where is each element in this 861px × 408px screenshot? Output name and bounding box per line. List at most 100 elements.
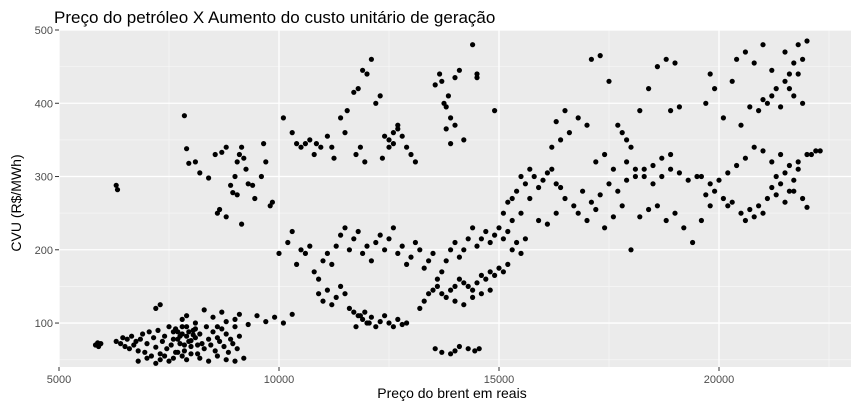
data-point [522, 181, 529, 187]
data-point [239, 144, 245, 150]
data-point [212, 151, 218, 158]
data-point [197, 331, 203, 337]
data-point [795, 71, 801, 77]
data-point [654, 64, 661, 70]
data-point [426, 258, 432, 264]
data-point [474, 71, 480, 77]
data-point [522, 236, 529, 242]
data-point [234, 192, 240, 198]
data-point [98, 341, 104, 347]
data-point [707, 203, 713, 209]
data-point [223, 214, 229, 220]
data-point [351, 309, 357, 315]
data-point [712, 188, 718, 194]
data-point [496, 225, 502, 231]
data-point [113, 182, 119, 188]
data-point [144, 355, 150, 361]
data-point [241, 355, 247, 361]
data-point [316, 276, 322, 282]
data-point [553, 210, 559, 216]
data-point [562, 195, 568, 202]
data-point [478, 236, 484, 242]
data-point [177, 333, 183, 339]
data-point [342, 291, 348, 297]
data-point [386, 236, 392, 242]
data-point [536, 184, 542, 191]
data-point [500, 236, 506, 242]
data-point [390, 324, 396, 330]
data-point [518, 210, 524, 216]
data-point [181, 348, 187, 354]
data-point [610, 214, 617, 220]
data-point [329, 261, 335, 267]
data-point [703, 192, 709, 198]
data-point [157, 302, 163, 308]
data-point [650, 181, 656, 187]
data-point [698, 217, 705, 224]
data-point [184, 324, 190, 330]
data-point [368, 258, 374, 264]
data-point [236, 151, 242, 158]
data-point [188, 338, 194, 344]
data-point [201, 346, 207, 352]
data-point [439, 78, 445, 84]
data-point [362, 159, 368, 165]
data-point [461, 280, 467, 286]
data-point [443, 126, 449, 132]
data-point [289, 311, 295, 317]
data-point [269, 199, 275, 205]
data-point [470, 294, 476, 300]
data-point [472, 348, 478, 354]
data-point [263, 159, 269, 165]
data-point [496, 265, 502, 271]
data-point [192, 326, 198, 332]
data-point [408, 254, 414, 260]
data-point [404, 144, 410, 150]
data-point [329, 302, 335, 308]
data-point [113, 338, 119, 344]
data-point [153, 360, 159, 366]
data-point [703, 100, 709, 106]
data-point [192, 320, 198, 326]
data-point [571, 203, 577, 209]
data-point [184, 333, 190, 339]
data-point [395, 122, 401, 128]
data-point [584, 122, 590, 128]
data-point [289, 130, 295, 136]
data-point [206, 175, 212, 181]
data-point [804, 151, 810, 158]
data-point [316, 291, 322, 297]
y-axis-ticks: 100 200 300 400 500 [35, 25, 59, 330]
data-point [368, 56, 374, 62]
data-point [129, 333, 135, 339]
data-point [386, 320, 392, 326]
data-point [421, 265, 427, 271]
data-point [549, 144, 555, 150]
data-point [186, 329, 192, 335]
data-point [602, 151, 608, 158]
data-point [298, 144, 304, 150]
data-point [386, 137, 392, 143]
data-point [399, 133, 405, 139]
data-point [791, 60, 797, 66]
data-point [624, 177, 630, 183]
data-point [619, 130, 625, 136]
data-point [782, 78, 788, 84]
data-point [558, 137, 564, 143]
data-point [536, 217, 542, 224]
data-point [676, 104, 683, 110]
data-point [637, 214, 643, 220]
data-point [157, 351, 163, 357]
x-axis-ticks: 5000 10000 15000 20000 [47, 367, 734, 386]
data-point [162, 333, 168, 339]
data-point [135, 348, 141, 354]
data-point [313, 141, 319, 147]
data-point [738, 122, 744, 128]
data-point [791, 188, 797, 194]
data-point [628, 144, 634, 150]
data-point [654, 203, 661, 209]
data-point [760, 97, 766, 103]
data-point [509, 217, 515, 224]
data-point [663, 56, 669, 62]
